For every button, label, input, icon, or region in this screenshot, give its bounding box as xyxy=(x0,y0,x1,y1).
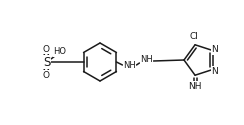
Text: NH: NH xyxy=(188,82,202,91)
Text: N: N xyxy=(212,45,218,54)
Text: S: S xyxy=(43,56,51,68)
Text: NH: NH xyxy=(140,56,153,64)
Text: Cl: Cl xyxy=(190,32,198,41)
Text: HO: HO xyxy=(53,48,67,56)
Text: O: O xyxy=(42,70,50,80)
Text: NH: NH xyxy=(123,62,136,70)
Text: O: O xyxy=(42,44,50,54)
Text: N: N xyxy=(212,67,218,76)
